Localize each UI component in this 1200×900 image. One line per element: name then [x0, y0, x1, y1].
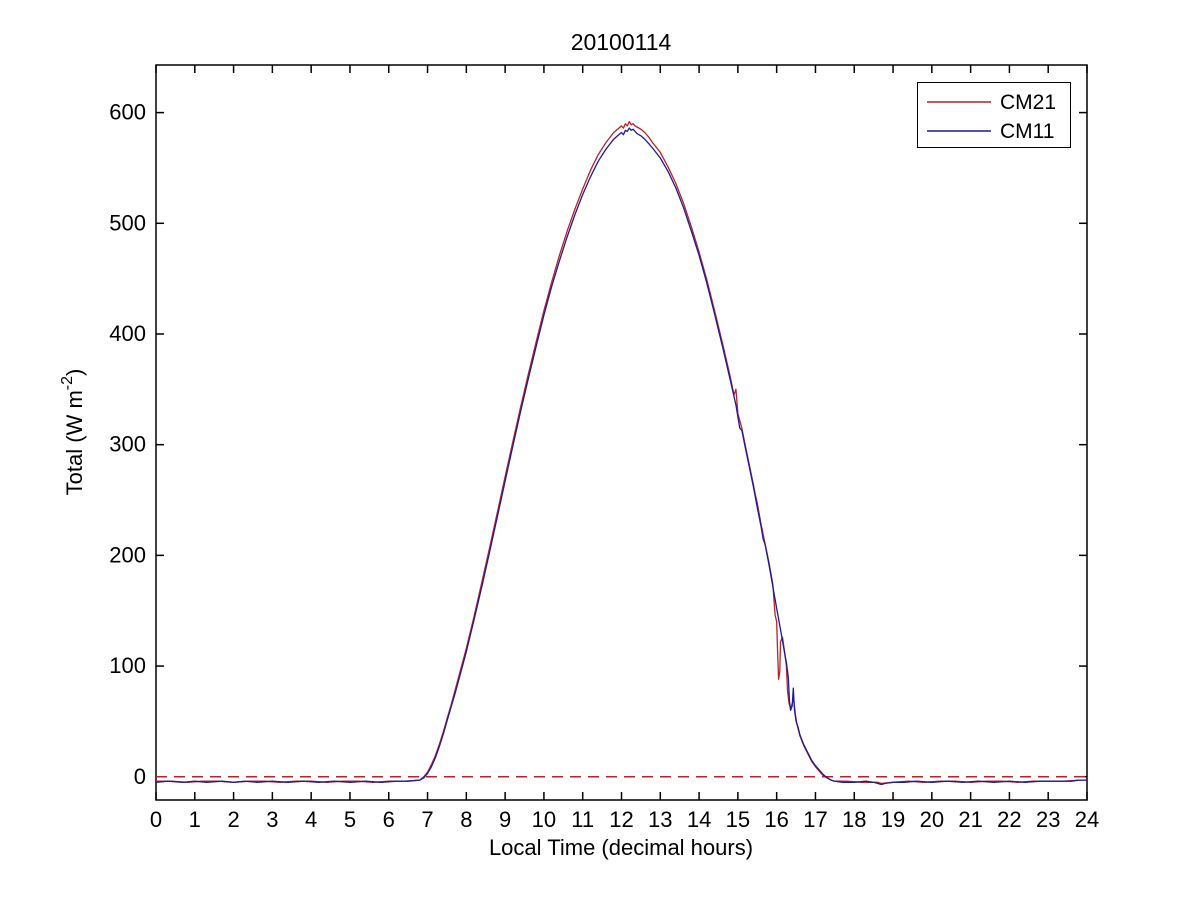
x-tick-label: 2 — [227, 807, 239, 832]
y-axis-label-prefix: Total (W m — [62, 390, 87, 495]
plot-box — [155, 64, 1088, 801]
x-tick-label: 18 — [842, 807, 866, 832]
y-tick-label: 300 — [109, 432, 146, 457]
x-tick-label: 6 — [383, 807, 395, 832]
x-tick-label: 7 — [421, 807, 433, 832]
x-tick-label: 0 — [150, 807, 162, 832]
y-tick-label: 100 — [109, 653, 146, 678]
x-tick-label: 12 — [609, 807, 633, 832]
legend-label-cm11: CM11 — [1000, 120, 1054, 143]
ticks-layer: 0 1 2 3 4 5 6 7 8 9 10 11 12 13 14 15 16 17 18 19 20 21 22 23 24… — [109, 65, 1099, 832]
x-tick-label: 4 — [305, 807, 317, 832]
x-tick-label: 23 — [1036, 807, 1060, 832]
chart-title: 20100114 — [571, 29, 672, 55]
y-axis-label-suffix: ) — [62, 369, 87, 376]
x-tick-label: 19 — [881, 807, 905, 832]
x-tick-label: 14 — [687, 807, 711, 832]
x-tick-label: 11 — [571, 807, 594, 832]
x-axis-label: Local Time (decimal hours) — [489, 835, 753, 860]
y-tick-label: 0 — [134, 764, 146, 789]
y-tick-label: 500 — [109, 210, 146, 235]
legend-box — [917, 82, 1071, 148]
x-tick-label: 10 — [532, 807, 556, 832]
legend-label-cm21: CM21 — [1000, 91, 1056, 114]
legend: CM21 CM11 — [917, 82, 1071, 148]
series-line-cm21 — [156, 120, 1087, 785]
x-tick-label: 22 — [997, 807, 1021, 832]
x-tick-label: 15 — [726, 807, 750, 832]
y-tick-label: 600 — [109, 100, 146, 125]
series-layer — [155, 120, 1087, 786]
y-tick-label: 400 — [109, 321, 146, 346]
x-tick-label: 3 — [266, 807, 278, 832]
y-axis-label: Total (W m-2) — [59, 369, 87, 496]
y-tick-label: 200 — [109, 542, 146, 567]
x-tick-label: 8 — [460, 807, 472, 832]
x-tick-label: 17 — [803, 807, 827, 832]
y-axis-label-superscript: -2 — [59, 376, 76, 390]
x-tick-label: 24 — [1075, 807, 1099, 832]
series-line-cm11 — [155, 127, 1087, 786]
x-tick-label: 21 — [958, 807, 982, 832]
x-tick-label: 9 — [499, 807, 511, 832]
x-tick-label: 13 — [648, 807, 672, 832]
x-tick-label: 16 — [764, 807, 788, 832]
x-tick-label: 5 — [344, 807, 356, 832]
x-tick-label: 20 — [920, 807, 944, 832]
x-tick-label: 1 — [189, 807, 201, 832]
